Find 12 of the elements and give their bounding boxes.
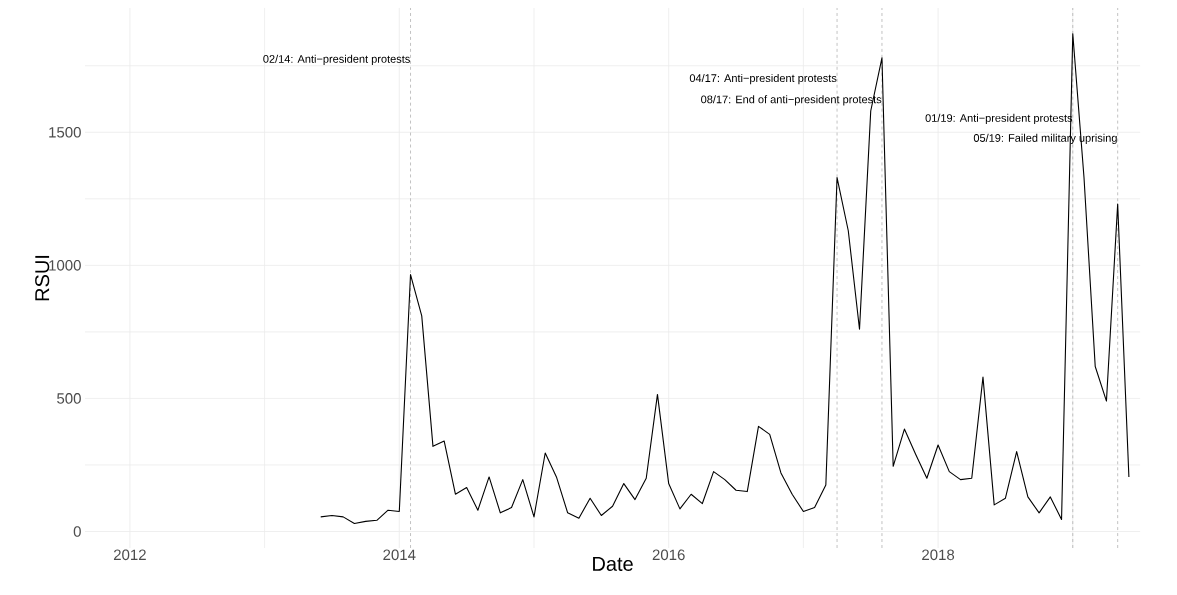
x-tick-label: 2012 <box>113 549 146 561</box>
y-axis-title: RSUI <box>35 255 50 301</box>
x-tick-label: 2014 <box>383 549 416 561</box>
y-tick-label: 1000 <box>49 260 81 271</box>
y-tick-label: 500 <box>57 393 81 404</box>
x-axis-title: Date <box>593 556 633 571</box>
y-tick-label: 0 <box>73 526 81 537</box>
y-tick-label: 1500 <box>49 126 81 138</box>
x-tick-label: 2016 <box>652 549 685 561</box>
annotation: 04/17: Anti−president protests <box>689 73 837 85</box>
x-tick-label: 2018 <box>922 549 955 561</box>
annotation: 02/14: Anti−president protests <box>263 54 410 66</box>
